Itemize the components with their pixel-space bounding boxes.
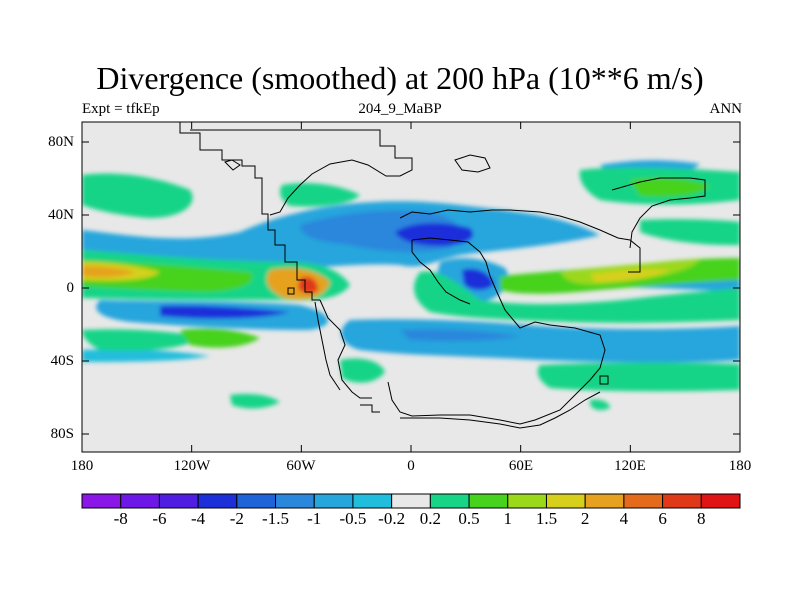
colorbar-label: 1.5 — [535, 509, 558, 528]
colorbar-label: -2 — [229, 509, 244, 528]
coastlines — [179, 122, 706, 429]
colorbar-label: 0.5 — [458, 509, 480, 528]
colorbar-swatch — [275, 493, 315, 509]
colorbar-swatch — [700, 493, 741, 509]
colorbar-swatch — [623, 493, 664, 509]
coastline-africa — [387, 237, 606, 425]
lon-tick-label: 0 — [407, 458, 415, 474]
lon-tick-label: 180 — [728, 458, 752, 474]
lon-tick-label: 60E — [508, 458, 534, 474]
run-label: 204_9_MaBP — [358, 101, 442, 117]
colorbar-swatch — [391, 493, 431, 509]
colorbar-label: -0.5 — [339, 509, 367, 528]
lat-tick-label: 40N — [48, 207, 74, 223]
colorbar-swatch — [352, 493, 393, 509]
lat-tick-label: 80N — [48, 134, 74, 150]
coastline-north-america — [179, 122, 320, 301]
coastline-island-1 — [224, 159, 241, 171]
coastline-greenland-arctic — [190, 129, 413, 216]
plot-title: Divergence (smoothed) at 200 hPa (10**6 … — [96, 60, 704, 96]
coastline-antarctic — [360, 391, 601, 429]
coastline-south-america — [319, 299, 372, 399]
lat-tick-label: 0 — [66, 280, 75, 296]
colorbar-label: 4 — [619, 509, 629, 528]
colorbar-swatch — [468, 493, 509, 509]
colorbar-label: 6 — [658, 509, 667, 528]
colorbar-swatch — [313, 493, 354, 509]
coastline-south-america-west — [314, 301, 341, 391]
coastline-europe-asia — [399, 209, 641, 273]
colorbar-swatch — [429, 493, 470, 509]
colorbar-label: -8 — [113, 509, 128, 528]
colorbar-label: -1 — [307, 509, 322, 528]
colorbar-label: -0.2 — [378, 509, 406, 528]
coastline-island-2 — [287, 287, 295, 295]
coastline-asia-north — [611, 177, 706, 249]
colorbar-swatch — [81, 493, 122, 509]
colorbar-label: -4 — [191, 509, 206, 528]
season-label: ANN — [709, 101, 743, 117]
lon-tick-label: 120W — [173, 458, 211, 474]
colorbar-swatch — [120, 493, 160, 509]
colorbar-label: -6 — [152, 509, 167, 528]
colorbar-label: 2 — [580, 509, 590, 528]
filled-contours — [82, 160, 740, 411]
lon-tick-label: 180 — [70, 458, 94, 474]
lat-tick-label: 40S — [50, 353, 74, 369]
colorbar-swatch — [545, 493, 586, 509]
coastline-west-africa — [411, 240, 471, 305]
colorbar-label: -1.5 — [262, 509, 289, 528]
lon-tick-label: 60W — [286, 458, 316, 474]
colorbar-swatch — [662, 493, 702, 509]
colorbar-swatch — [236, 493, 277, 509]
divergence-field — [82, 122, 740, 452]
coastline-island-4 — [454, 154, 491, 173]
colorbar-swatch — [158, 493, 199, 509]
colorbar-swatch — [584, 493, 625, 509]
lon-tick-label: 120E — [614, 458, 646, 474]
colorbar-label: 0.2 — [419, 509, 441, 528]
axis-ticks — [81, 122, 741, 452]
colorbar-swatch — [197, 493, 238, 509]
experiment-label: Expt = tfkEp — [82, 101, 160, 117]
colorbar-label: 8 — [697, 509, 706, 528]
lat-tick-label: 80S — [50, 426, 74, 442]
coastline-island-3 — [599, 375, 609, 385]
colorbar-label: 1 — [503, 509, 513, 528]
colorbar-swatch — [507, 493, 547, 509]
colorbar — [81, 493, 741, 509]
